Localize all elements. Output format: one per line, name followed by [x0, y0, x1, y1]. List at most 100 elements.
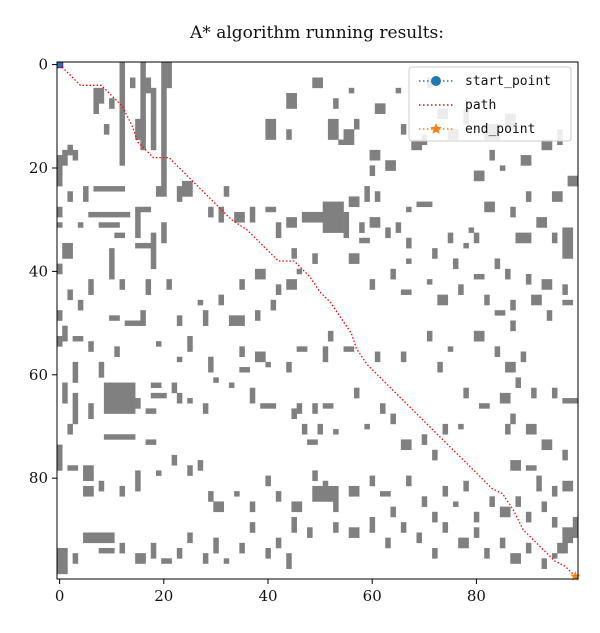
obstacle-cell [359, 222, 365, 233]
obstacle-cell [88, 211, 131, 218]
obstacle-cell [551, 485, 558, 497]
obstacle-cell [145, 408, 157, 414]
obstacle-cell [161, 62, 167, 187]
obstacle-cell [135, 206, 152, 213]
obstacle-cell [265, 547, 271, 559]
obstacle-cell [234, 211, 245, 223]
obstacle-cell [520, 351, 527, 363]
obstacle-cell [484, 294, 490, 306]
obstacle-cell [421, 434, 428, 445]
obstacle-cell [83, 465, 94, 482]
obstacle-cell [499, 537, 506, 549]
obstacle-cell [72, 553, 79, 564]
x-tick-label: 40 [258, 587, 277, 605]
obstacle-cell [119, 62, 126, 166]
obstacle-cell [57, 444, 63, 471]
obstacle-cell [187, 532, 193, 544]
obstacle-cell [572, 516, 579, 538]
obstacle-cell [432, 511, 438, 523]
obstacle-cell [322, 346, 329, 363]
obstacle-cell [442, 485, 449, 497]
x-tick-label: 20 [154, 587, 173, 605]
obstacle-cell [83, 532, 115, 544]
obstacle-cell [109, 315, 120, 321]
obstacle-cell [223, 186, 230, 197]
obstacle-cell [72, 149, 79, 161]
obstacle-cell [291, 516, 297, 533]
obstacle-cell [390, 268, 396, 280]
obstacle-cell [286, 129, 292, 140]
obstacle-cell [197, 460, 204, 471]
obstacle-cell [416, 532, 422, 544]
obstacle-cell [473, 511, 480, 523]
obstacle-cell [155, 341, 162, 347]
obstacle-cell [473, 330, 485, 342]
obstacle-cell [437, 361, 443, 373]
obstacle-cell [312, 470, 318, 482]
obstacle-cell [562, 527, 574, 544]
obstacle-cell [223, 558, 230, 564]
legend-star-marker [430, 123, 442, 134]
legend-box [408, 66, 572, 142]
obstacle-cell [515, 377, 521, 389]
obstacle-cell [531, 294, 542, 306]
obstacle-cell [312, 77, 324, 89]
obstacle-cell [249, 522, 256, 533]
obstacle-cell [473, 232, 480, 244]
obstacle-cell [333, 501, 339, 513]
plot-frame [56, 61, 579, 580]
obstacle-cell [380, 403, 386, 414]
obstacle-cell [176, 356, 183, 363]
obstacle-cell [348, 196, 360, 208]
obstacle-cell [140, 62, 146, 151]
obstacle-cell [348, 87, 355, 94]
obstacle-cell [260, 403, 277, 409]
obstacle-cell [400, 289, 412, 295]
x-axis: 0 20 40 60 80 [55, 579, 486, 605]
obstacle-cell [286, 361, 292, 373]
obstacle-cell [406, 475, 412, 487]
obstacle-cell [187, 398, 193, 404]
obstacle-cell [77, 299, 84, 311]
x-tick-label: 80 [467, 587, 486, 605]
obstacle-cell [551, 232, 558, 244]
obstacle-cell [103, 382, 136, 414]
obstacle-cell [213, 501, 225, 513]
obstacle-cell [551, 516, 558, 528]
obstacle-cell [202, 310, 209, 326]
obstacle-cell [473, 170, 485, 182]
obstacle-cell [182, 180, 193, 197]
obstacle-cell [369, 149, 381, 161]
obstacle-cell [458, 423, 464, 430]
obstacle-cell [499, 392, 511, 404]
obstacle-cell [364, 423, 370, 430]
obstacle-cell [124, 320, 146, 326]
obstacle-cell [265, 206, 277, 213]
obstacle-cell [541, 501, 548, 513]
obstacle-cell [385, 227, 391, 239]
obstacle-cell [541, 279, 553, 290]
obstacle-cell [442, 522, 449, 533]
obstacle-cell [312, 253, 318, 264]
obstacle-cell [505, 423, 511, 435]
obstacle-cell [114, 346, 120, 357]
obstacle-cell [67, 423, 73, 435]
obstacle-cell [67, 144, 73, 156]
obstacle-cell [494, 258, 501, 270]
obstacle-cell [202, 553, 209, 564]
legend-label-start-point: start_point [465, 74, 551, 89]
obstacle-cell [317, 423, 324, 435]
obstacle-cell [103, 124, 110, 135]
obstacle-cell [213, 377, 219, 383]
obstacle-cell [499, 165, 506, 171]
obstacle-cell [426, 330, 433, 342]
obstacle-cell [432, 547, 438, 559]
obstacle-cell [265, 361, 271, 368]
obstacle-cell [343, 346, 355, 352]
obstacle-cell [119, 542, 126, 554]
obstacle-cell [98, 222, 120, 228]
obstacle-cell [525, 542, 532, 554]
obstacle-cell [536, 217, 548, 228]
